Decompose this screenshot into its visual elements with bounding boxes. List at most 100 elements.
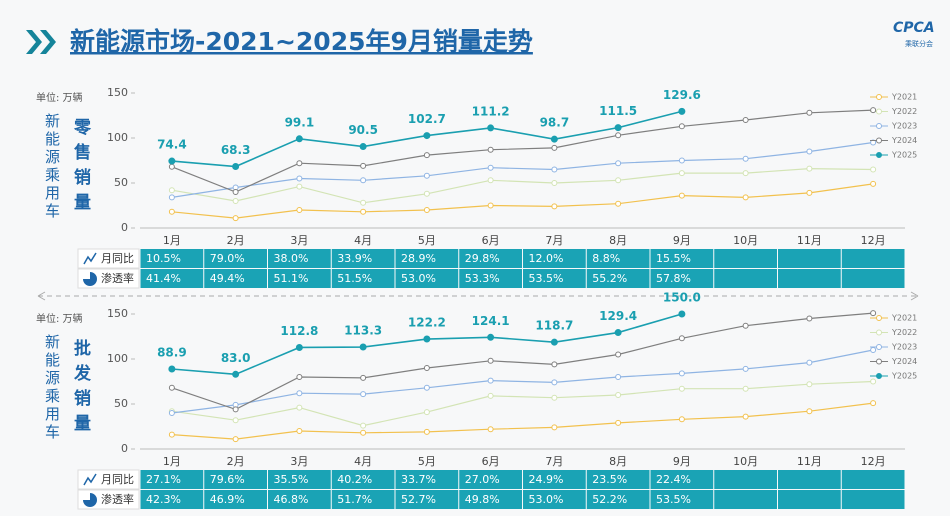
point (423, 190, 430, 197)
point (870, 107, 877, 114)
point (360, 374, 367, 381)
title-icon (26, 30, 56, 54)
point (360, 208, 367, 215)
table-cell (395, 269, 459, 288)
point (360, 162, 367, 169)
point (168, 431, 175, 438)
table-cell (204, 269, 267, 288)
table-cell-text: 53.5% (656, 493, 691, 506)
point (678, 157, 685, 164)
table-cell (268, 470, 331, 489)
point (742, 155, 749, 162)
x-tick-label: 4月 (354, 234, 372, 247)
value-label: 150.0 (663, 291, 701, 305)
row-icon (83, 252, 97, 265)
value-label: 111.2 (472, 104, 510, 118)
unit-label: 单位: 万辆 (36, 91, 83, 104)
y-tick-label: 0 (121, 442, 128, 455)
table-cell-text: 52.2% (592, 493, 627, 506)
y-tick-label: 50 (114, 176, 128, 189)
legend-marker (876, 108, 882, 115)
point (168, 187, 175, 194)
x-tick-label: 12月 (861, 455, 886, 468)
table-cell (459, 249, 522, 268)
x-tick-label: 10月 (733, 455, 758, 468)
table-cell (523, 269, 586, 288)
point (678, 370, 685, 377)
point (742, 322, 749, 329)
side-label: 新能源乘用车 (43, 113, 61, 221)
point (487, 202, 494, 209)
point (551, 361, 558, 368)
x-tick-label: 7月 (545, 455, 563, 468)
point (615, 419, 622, 426)
point (295, 343, 303, 351)
x-tick-label: 5月 (418, 234, 436, 247)
value-label: 74.4 (157, 138, 187, 152)
table-cell-text: 46.9% (210, 493, 245, 506)
table-cell (204, 470, 267, 489)
x-tick-label: 10月 (733, 234, 758, 247)
point (678, 192, 685, 199)
point (806, 408, 813, 415)
table-cell (778, 249, 841, 268)
legend-label: Y2023 (891, 343, 917, 352)
point (806, 381, 813, 388)
x-tick-label: 1月 (163, 234, 181, 247)
table-cell-text: 51.7% (337, 493, 372, 506)
point (232, 198, 239, 204)
point (678, 170, 685, 177)
point (870, 310, 877, 317)
legend-label: Y2021 (891, 93, 917, 102)
table-cell (459, 490, 522, 509)
value-label: 129.4 (599, 309, 637, 323)
table-cell (650, 249, 714, 268)
point (296, 175, 303, 182)
legend-label: Y2025 (891, 372, 917, 381)
legend-marker (876, 315, 882, 321)
point (550, 338, 558, 346)
table-cell-text: 8.8% (592, 252, 620, 265)
table-cell (650, 269, 714, 288)
table-cell (523, 249, 586, 268)
value-label: 99.1 (285, 115, 315, 129)
chart-title: 零售销量 (70, 118, 92, 218)
point (614, 124, 622, 132)
point (487, 426, 494, 433)
table-cell (714, 249, 777, 268)
table-cell-text: 40.2% (337, 473, 372, 486)
series-line (171, 183, 874, 219)
point (487, 177, 494, 184)
x-tick-label: 6月 (482, 234, 500, 247)
row-label: 渗透率 (101, 271, 134, 285)
point (360, 391, 367, 398)
table-cell (586, 490, 650, 509)
point (168, 365, 176, 373)
legend-label: Y2025 (891, 151, 917, 160)
table-cell (140, 269, 204, 288)
series-line (171, 349, 874, 414)
point (870, 166, 877, 173)
series-line (171, 141, 874, 198)
row-label: 月同比 (101, 473, 134, 486)
table-cell-text: 28.9% (401, 252, 436, 265)
value-label: 111.5 (599, 104, 637, 118)
point (806, 165, 813, 172)
table-cell (650, 470, 714, 489)
table-cell (523, 490, 586, 509)
x-tick-label: 4月 (354, 455, 372, 468)
series-line (171, 167, 874, 204)
point (296, 374, 303, 380)
point (742, 385, 749, 392)
table-cell (140, 470, 204, 489)
table-cell-text: 51.5% (337, 272, 372, 285)
table-cell (395, 490, 459, 509)
point (296, 207, 303, 213)
table-cell (714, 269, 777, 288)
side-label: 新能源乘用车 (43, 334, 61, 442)
point (360, 422, 367, 429)
table-cell-text: 27.0% (465, 473, 500, 486)
point (742, 194, 749, 201)
table-cell-text: 53.0% (401, 272, 436, 285)
